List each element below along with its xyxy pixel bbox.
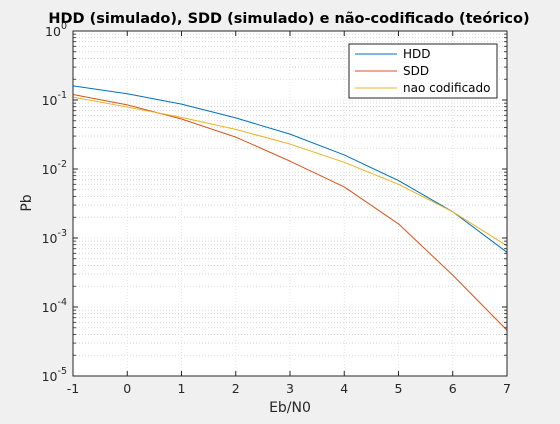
y-tick-label: 10-4 — [42, 297, 67, 315]
x-tick-label: 1 — [178, 381, 186, 396]
y-tick-label: 10-2 — [42, 159, 67, 177]
x-tick-label: 0 — [123, 381, 131, 396]
y-tick-label: 10-5 — [42, 366, 67, 384]
x-tick-label: 5 — [395, 381, 403, 396]
x-tick-label: 4 — [340, 381, 348, 396]
series-line-sdd — [72, 94, 508, 331]
legend-entry-label: SDD — [403, 64, 429, 78]
y-tick-labels: 10-5 10-4 10-3 10-2 10-1 100 — [42, 21, 67, 384]
chart-title: HDD (simulado), SDD (simulado) e não-cod… — [48, 11, 529, 27]
x-tick-labels: -1 0 1 2 3 4 5 6 7 — [67, 381, 511, 396]
tick-marks — [72, 30, 508, 377]
y-tick-label: 10-3 — [42, 228, 67, 246]
x-axis-label: Eb/N0 — [269, 400, 311, 416]
x-tick-label: -1 — [67, 381, 79, 396]
x-tick-label: 6 — [449, 381, 457, 396]
x-tick-label: 3 — [286, 381, 294, 396]
legend: HDD SDD nao codificado — [348, 43, 498, 99]
legend-entry-label: nao codificado — [403, 81, 490, 95]
x-tick-label: 2 — [232, 381, 240, 396]
y-tick-label: 10-1 — [42, 90, 67, 108]
series-line-nao-codificado — [72, 96, 508, 247]
legend-entry-label: HDD — [403, 47, 431, 61]
x-tick-label: 7 — [503, 381, 511, 396]
y-axis-label: Pb — [19, 194, 35, 211]
series-layer — [72, 85, 508, 331]
y-tick-label: 100 — [45, 21, 67, 39]
series-line-hdd — [72, 85, 508, 253]
